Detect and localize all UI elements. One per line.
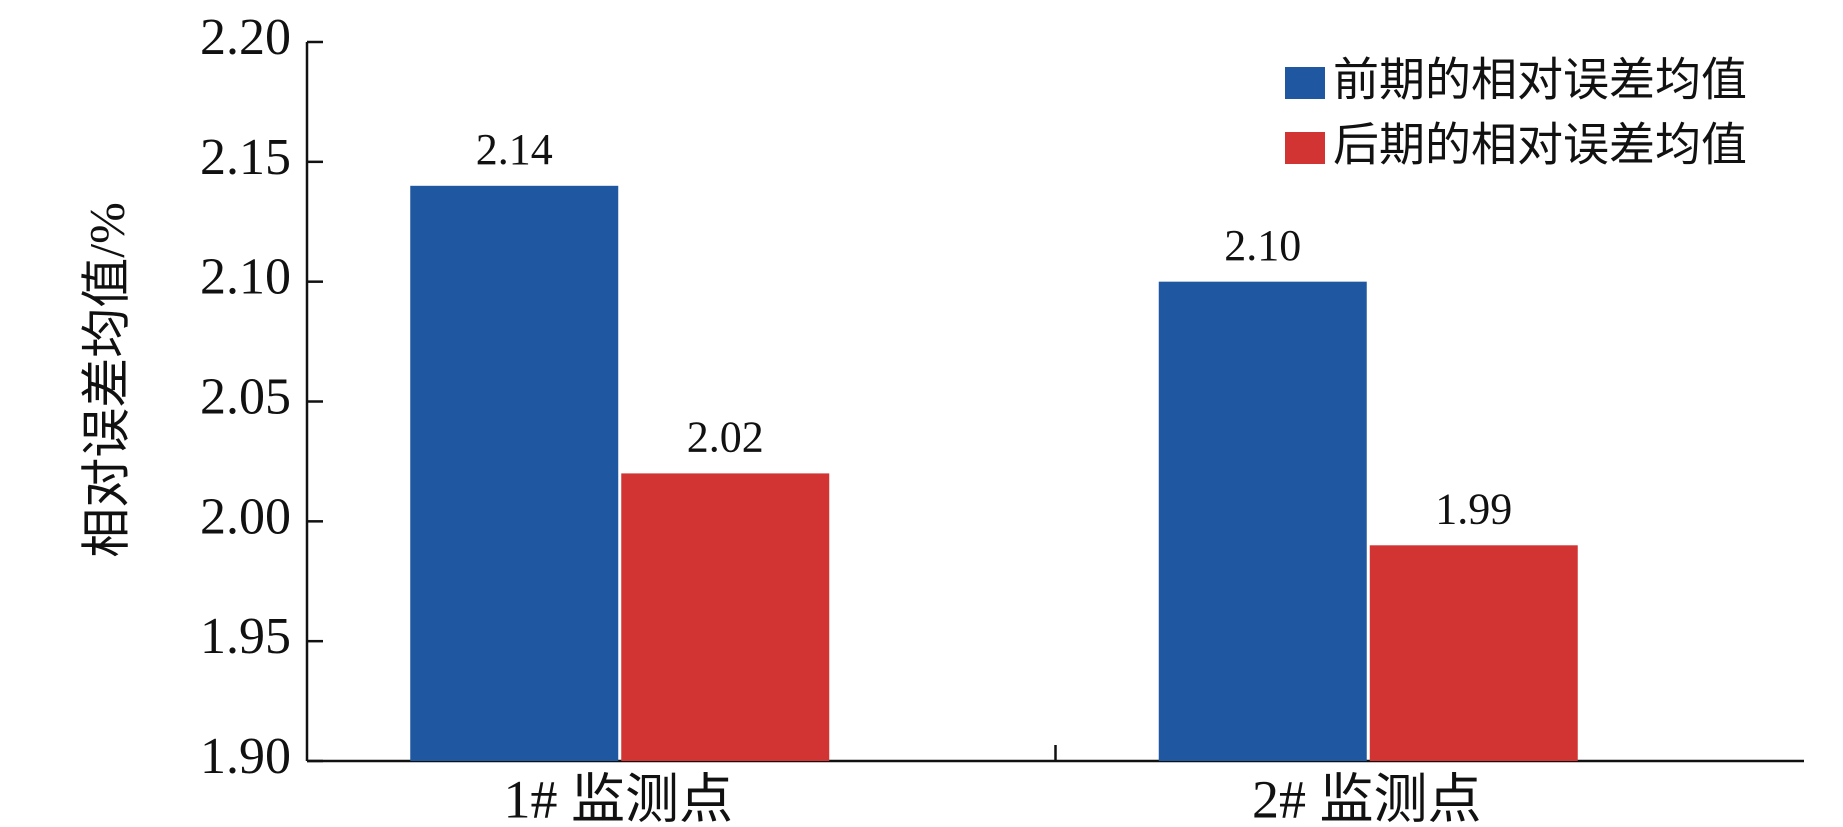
x-tick-label: 2# 监测点	[1252, 769, 1482, 827]
value-label: 2.14	[476, 125, 553, 174]
bar	[410, 185, 619, 762]
bar	[1158, 281, 1367, 761]
y-tick-label: 1.95	[200, 608, 291, 665]
value-label: 2.02	[687, 412, 764, 461]
y-tick-label: 2.15	[200, 129, 291, 186]
bar	[621, 473, 830, 761]
x-tick-label: 1# 监测点	[504, 769, 734, 827]
y-tick-label: 1.90	[200, 728, 291, 785]
y-tick-label: 2.05	[200, 368, 291, 425]
y-tick-label: 2.10	[200, 249, 291, 306]
value-label: 2.10	[1224, 221, 1301, 270]
legend-label: 后期的相对误差均值	[1333, 118, 1747, 172]
value-label: 1.99	[1435, 484, 1512, 533]
legend-swatch	[1285, 132, 1325, 164]
y-axis-label: 相对误差均值/%	[78, 202, 134, 558]
y-tick-label: 2.00	[200, 488, 291, 545]
legend-label: 前期的相对误差均值	[1333, 53, 1747, 107]
legend-swatch	[1285, 67, 1325, 99]
bar	[1369, 545, 1578, 761]
y-tick-label: 2.20	[200, 9, 291, 66]
